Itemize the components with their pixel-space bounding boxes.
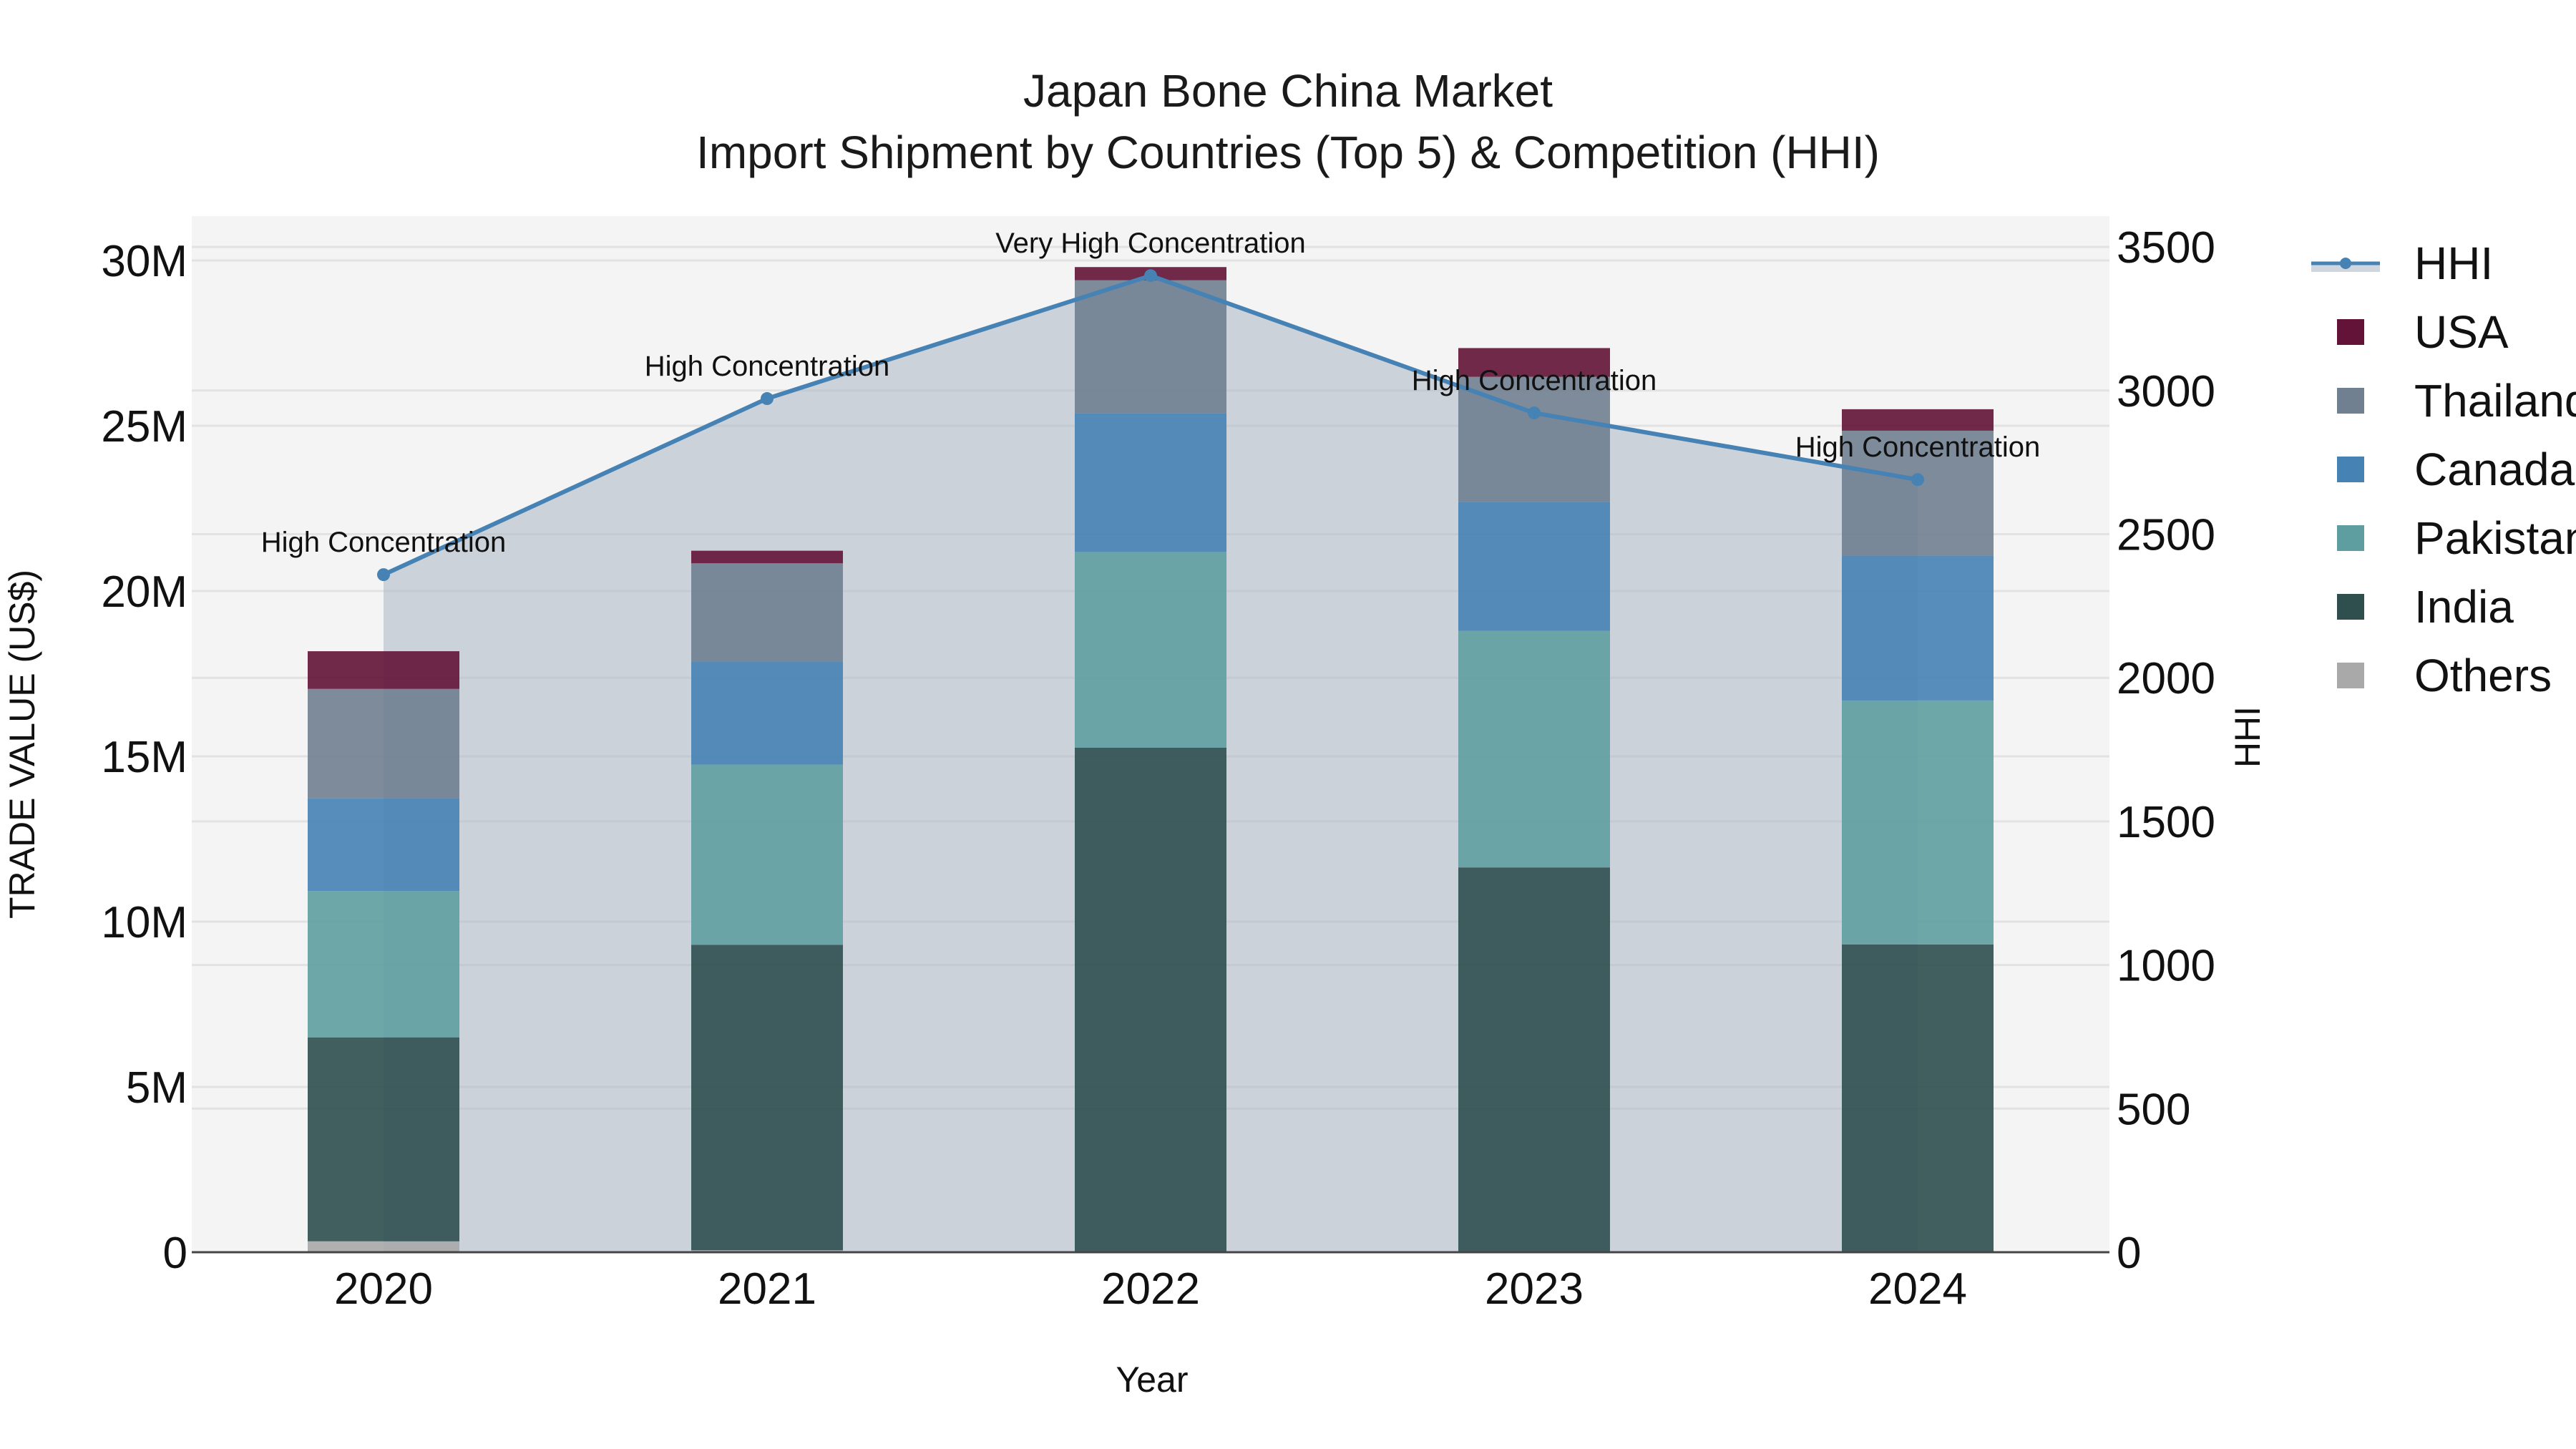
bar-segment-canada[interactable] (1075, 413, 1226, 552)
legend-swatch-icon (2337, 663, 2364, 688)
x-tick: 2023 (1485, 1264, 1584, 1314)
bar-segment-usa[interactable] (691, 550, 843, 564)
x-tick: 2021 (718, 1264, 816, 1314)
bar-segment-canada[interactable] (1458, 502, 1610, 631)
bar-segment-india[interactable] (1458, 867, 1610, 1252)
bar-segment-thailand[interactable] (1842, 430, 1994, 556)
y-left-ticks: 0 5M 10M 15M 20M 25M 30M (101, 237, 187, 1278)
hhi-line (377, 269, 1924, 582)
bar-stack-2021[interactable] (691, 550, 843, 1252)
bar-segment-canada[interactable] (691, 661, 843, 765)
y-left-tick: 30M (101, 237, 187, 286)
y-left-tick: 20M (101, 567, 187, 617)
x-ticks: 2020 2021 2022 2023 2024 (334, 1264, 1967, 1314)
legend-item-usa[interactable]: USA (2304, 298, 2576, 366)
legend-label: Pakistan (2414, 512, 2576, 564)
bar-segment-thailand[interactable] (308, 688, 459, 799)
y-right-tick: 1500 (2117, 798, 2215, 847)
legend-label: India (2414, 581, 2514, 633)
bar-segment-thailand[interactable] (691, 563, 843, 662)
chart-title-line1: Japan Bone China Market (1023, 65, 1553, 117)
legend-swatch-icon (2337, 525, 2364, 551)
y-right-tick: 3000 (2117, 367, 2215, 416)
x-tick: 2020 (334, 1264, 433, 1314)
bar-segment-pakistan[interactable] (308, 891, 459, 1038)
legend-label: USA (2414, 306, 2509, 358)
legend-swatch-icon (2337, 388, 2364, 414)
legend-item-canada[interactable]: Canada (2304, 435, 2576, 504)
bar-segment-india[interactable] (691, 945, 843, 1251)
y-left-tick: 15M (101, 733, 187, 782)
legend-line-marker-icon (2311, 250, 2380, 276)
bar-segment-usa[interactable] (308, 651, 459, 689)
bar-segment-india[interactable] (1842, 944, 1994, 1252)
hhi-annotation: High Concentration (1412, 365, 1657, 396)
y-right-tick: 2000 (2117, 654, 2215, 703)
bar-stack-2022[interactable] (1075, 267, 1226, 1252)
legend-item-thailand[interactable]: Thailand (2304, 366, 2576, 435)
bar-stack-2023[interactable] (1458, 348, 1610, 1252)
legend-label: Others (2414, 650, 2552, 701)
bar-segment-pakistan[interactable] (1075, 552, 1226, 748)
bar-stack-2024[interactable] (1842, 409, 1994, 1252)
y-right-tick: 2500 (2117, 511, 2215, 560)
x-tick: 2024 (1868, 1264, 1967, 1314)
y-left-tick: 5M (126, 1063, 187, 1113)
bar-segment-pakistan[interactable] (691, 764, 843, 945)
bar-segment-usa[interactable] (1458, 348, 1610, 377)
y-left-axis-title: TRADE VALUE (US$) (2, 570, 42, 919)
legend: HHI USA Thailand Canada Pakistan India Others (2304, 229, 2576, 710)
legend-item-others[interactable]: Others (2304, 641, 2576, 710)
hhi-annotation: High Concentration (261, 527, 506, 558)
bar-segment-pakistan[interactable] (1842, 700, 1994, 945)
bar-segment-pakistan[interactable] (1458, 630, 1610, 868)
y-right-tick: 3500 (2117, 223, 2215, 273)
hhi-annotations: High Concentration High Concentration Very… (261, 228, 2040, 558)
bar-segment-canada[interactable] (308, 798, 459, 892)
y-right-tick: 0 (2117, 1229, 2141, 1278)
hhi-annotation: High Concentration (645, 351, 889, 382)
bar-segment-canada[interactable] (1842, 555, 1994, 701)
bar-segment-india[interactable] (308, 1037, 459, 1241)
legend-swatch-icon (2337, 594, 2364, 620)
x-tick: 2022 (1101, 1264, 1200, 1314)
y-left-tick: 25M (101, 402, 187, 452)
y-right-ticks: 0 500 1000 1500 2000 2500 3000 3500 (2117, 223, 2215, 1278)
legend-swatch-icon (2337, 319, 2364, 345)
hhi-annotation: Very High Concentration (995, 228, 1306, 259)
y-right-tick: 1000 (2117, 942, 2215, 991)
hhi-marker[interactable] (1911, 473, 1924, 487)
y-left-tick: 10M (101, 898, 187, 947)
y-left-tick: 0 (163, 1229, 187, 1278)
legend-label: HHI (2414, 238, 2494, 289)
hhi-annotation: High Concentration (1795, 431, 2040, 463)
hhi-marker[interactable] (1144, 269, 1157, 283)
hhi-marker[interactable] (761, 392, 774, 406)
stacked-bars (308, 267, 1994, 1252)
legend-label: Thailand (2414, 375, 2576, 426)
hhi-marker[interactable] (1528, 406, 1541, 420)
hhi-marker[interactable] (377, 568, 390, 582)
bar-segment-others[interactable] (308, 1241, 459, 1252)
bar-segment-india[interactable] (1075, 747, 1226, 1252)
bar-segment-usa[interactable] (1842, 409, 1994, 431)
y-right-tick: 500 (2117, 1085, 2190, 1134)
legend-item-pakistan[interactable]: Pakistan (2304, 504, 2576, 572)
x-axis-title: Year (1116, 1360, 1188, 1400)
legend-item-hhi[interactable]: HHI (2304, 229, 2576, 298)
bar-segment-thailand[interactable] (1075, 280, 1226, 414)
legend-item-india[interactable]: India (2304, 572, 2576, 641)
bar-stack-2020[interactable] (308, 651, 459, 1252)
chart-title-line2: Import Shipment by Countries (Top 5) & C… (696, 127, 1880, 178)
bar-segment-thailand[interactable] (1458, 376, 1610, 502)
y-right-axis-title: HHI (2228, 706, 2268, 768)
legend-label: Canada (2414, 444, 2575, 495)
legend-swatch-icon (2337, 457, 2364, 482)
